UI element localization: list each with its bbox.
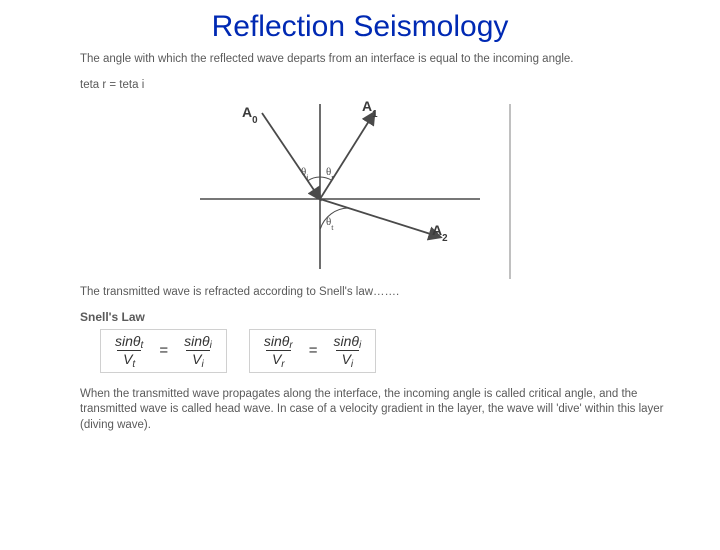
frac-left-2: sinθr Vr (260, 334, 297, 368)
t: i (351, 359, 353, 370)
t: V (272, 351, 281, 367)
t: sin (115, 333, 133, 349)
t: i (359, 340, 361, 351)
t: t (141, 340, 144, 351)
svg-text:A2: A2 (432, 222, 448, 244)
equation-text: teta r = teta i (80, 78, 680, 94)
t: sin (184, 333, 202, 349)
frac-right-1: sinθi Vi (180, 334, 216, 368)
t: sin (264, 333, 282, 349)
t: V (342, 351, 351, 367)
snell-heading: Snell's Law (80, 309, 680, 325)
svg-text:A1: A1 (362, 99, 378, 120)
t: i (202, 359, 204, 370)
ray-diagram-svg: A0A1A2θiθrθt (170, 99, 550, 279)
equals-icon: = (157, 342, 170, 359)
snell-equations: sinθt Vt = sinθi Vi sinθr Vr = sinθi Vi (100, 329, 720, 373)
t: θ (351, 333, 359, 349)
ray-diagram: A0A1A2θiθrθt (170, 99, 550, 279)
svg-text:θt: θt (326, 216, 334, 232)
t: sin (334, 333, 352, 349)
t: θ (202, 333, 210, 349)
frac-right-2: sinθi Vi (330, 334, 366, 368)
t: θ (133, 333, 141, 349)
t: V (192, 351, 201, 367)
svg-text:θi: θi (301, 166, 309, 182)
frac-left-1: sinθt Vt (111, 334, 147, 368)
t: r (281, 359, 284, 370)
snell-eq-2: sinθr Vr = sinθi Vi (249, 329, 376, 373)
svg-text:A0: A0 (242, 104, 258, 126)
t: r (289, 340, 292, 351)
page-title: Reflection Seismology (0, 10, 720, 44)
refraction-paragraph: The transmitted wave is refracted accord… (80, 285, 680, 301)
t: t (132, 359, 135, 370)
snell-eq-1: sinθt Vt = sinθi Vi (100, 329, 227, 373)
critical-angle-paragraph: When the transmitted wave propagates alo… (80, 387, 680, 434)
t: i (210, 340, 212, 351)
equals-icon: = (307, 342, 320, 359)
intro-paragraph: The angle with which the reflected wave … (80, 52, 680, 68)
